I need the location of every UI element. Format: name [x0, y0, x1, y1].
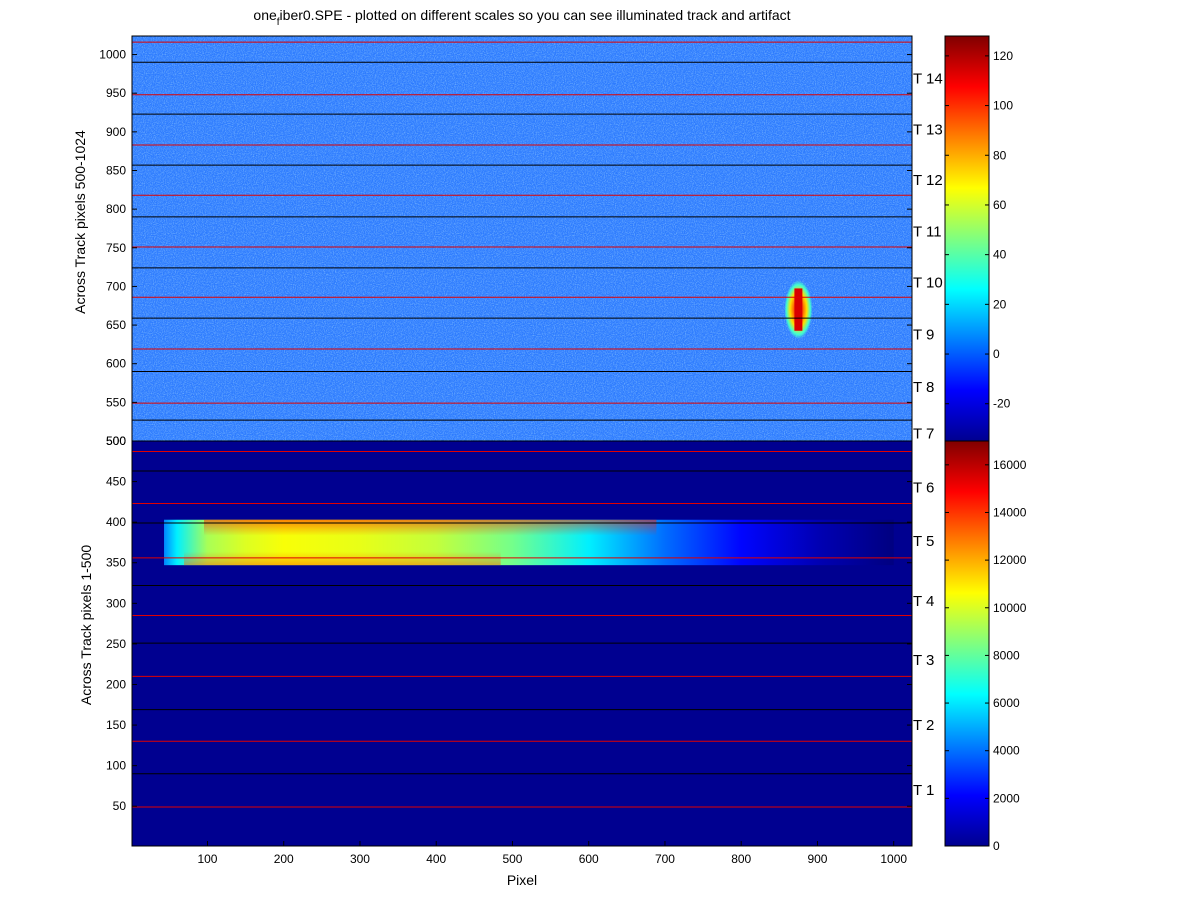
lower-colorbar-tick-label: 6000: [993, 696, 1020, 710]
upper-colorbar-tick-label: 100: [993, 99, 1013, 113]
upper-colorbar-tick-label: -20: [993, 397, 1011, 411]
lower-y-tick-label: 50: [113, 799, 127, 813]
upper-y-tick-label: 600: [106, 357, 126, 371]
lower-track-boundaries: [132, 451, 912, 808]
upper-y-tick-label: 650: [106, 318, 126, 332]
upper-track-boundaries: [132, 41, 912, 421]
upper-y-tick-label: 500: [106, 434, 126, 448]
upper-heatmap-noise: [132, 36, 912, 441]
lower-y-tick-label: 350: [106, 556, 126, 570]
upper-y-tick-label: 550: [106, 395, 126, 409]
lower-colorbar-tick-label: 2000: [993, 791, 1020, 805]
upper-colorbar-ticks: -20 0 20 40 60 80 100 120: [945, 49, 1013, 411]
x-tick-label: 700: [655, 852, 675, 866]
x-tick-label: 600: [579, 852, 599, 866]
upper-colorbar-tick-label: 20: [993, 297, 1007, 311]
artifact-hotspot: [784, 280, 813, 339]
chart-title: onefiber0.SPE - plotted on different sca…: [253, 7, 790, 28]
lower-heatmap-panel: 50 100 150 200 250 300 350 400 450 500 100 200 300 4…: [78, 434, 934, 888]
track-label: T 3: [913, 652, 934, 669]
lower-colorbar-tick-label: 0: [993, 839, 1000, 853]
x-tick-label: 200: [274, 852, 294, 866]
x-tick-label: 300: [350, 852, 370, 866]
track-label: T 5: [913, 533, 934, 550]
lower-y-tick-label: 450: [106, 475, 126, 489]
track-label: T 10: [913, 275, 943, 292]
upper-y-tick-label: 700: [106, 279, 126, 293]
x-axis-label: Pixel: [507, 872, 537, 888]
upper-colorbar-tick-label: 0: [993, 347, 1000, 361]
x-tick-label: 400: [426, 852, 446, 866]
track-label: T 4: [913, 593, 934, 610]
lower-y-tick-label: 300: [106, 596, 126, 610]
lower-y-tick-label: 250: [106, 637, 126, 651]
x-tick-label: 100: [197, 852, 217, 866]
upper-y-axis-label: Across Track pixels 500-1024: [72, 130, 88, 314]
lower-y-ticks: 50 100 150 200 250 300 350 400 450 500: [106, 434, 912, 813]
lower-track-labels: T 1 T 2 T 3 T 4 T 5 T 6: [913, 479, 934, 799]
upper-y-tick-label: 850: [106, 163, 126, 177]
lower-y-tick-label: 400: [106, 515, 126, 529]
upper-colorbar-tick-label: 120: [993, 49, 1013, 63]
lower-y-axis-label: Across Track pixels 1-500: [78, 545, 94, 705]
lower-y-tick-label: 200: [106, 677, 126, 691]
x-tick-label: 900: [807, 852, 827, 866]
lower-colorbar-tick-label: 10000: [993, 601, 1027, 615]
lower-colorbar: 0 2000 4000 6000 8000 10000 12000 14000 16000: [944, 440, 1027, 853]
track-upper-edge: [204, 519, 657, 536]
track-label: T 8: [913, 379, 934, 396]
upper-y-tick-label: 750: [106, 241, 126, 255]
lower-colorbar-ticks: 0 2000 4000 6000 8000 10000 12000 14000 16000: [945, 458, 1027, 853]
upper-colorbar-tick-label: 60: [993, 198, 1007, 212]
upper-track-labels: T 7 T 8 T 9 T 10 T 11 T 12 T 13 T 14: [913, 71, 943, 443]
x-tick-label: 500: [502, 852, 522, 866]
track-label: T 13: [913, 122, 943, 139]
upper-y-tick-label: 1000: [99, 48, 126, 62]
track-label: T 12: [913, 172, 943, 189]
upper-y-tick-label: 800: [106, 202, 126, 216]
upper-colorbar-gradient: [944, 35, 990, 442]
lower-colorbar-tick-label: 12000: [993, 553, 1027, 567]
upper-colorbar-tick-label: 40: [993, 248, 1007, 262]
lower-colorbar-tick-label: 8000: [993, 648, 1020, 662]
upper-y-tick-label: 950: [106, 86, 126, 100]
x-ticks: 100 200 300 400 500 600 700 800 900 1000: [197, 841, 907, 866]
track-label: T 1: [913, 782, 934, 799]
upper-y-tick-label: 900: [106, 125, 126, 139]
upper-colorbar-tick-label: 80: [993, 148, 1007, 162]
track-label: T 9: [913, 326, 934, 343]
x-tick-label: 800: [731, 852, 751, 866]
upper-colorbar: -20 0 20 40 60 80 100 120: [944, 35, 1013, 442]
lower-y-tick-label: 500: [106, 434, 126, 448]
lower-colorbar-tick-label: 16000: [993, 458, 1027, 472]
track-label: T 2: [913, 717, 934, 734]
artifact-core: [794, 288, 803, 331]
lower-colorbar-tick-label: 4000: [993, 744, 1020, 758]
track-label: T 7: [913, 425, 934, 442]
x-tick-label: 1000: [880, 852, 907, 866]
lower-y-tick-label: 100: [106, 759, 126, 773]
track-label: T 11: [913, 224, 942, 241]
lower-colorbar-tick-label: 14000: [993, 505, 1027, 519]
track-label: T 14: [913, 71, 943, 88]
lower-colorbar-gradient: [944, 440, 990, 847]
track-label: T 6: [913, 479, 934, 496]
lower-y-tick-label: 150: [106, 718, 126, 732]
